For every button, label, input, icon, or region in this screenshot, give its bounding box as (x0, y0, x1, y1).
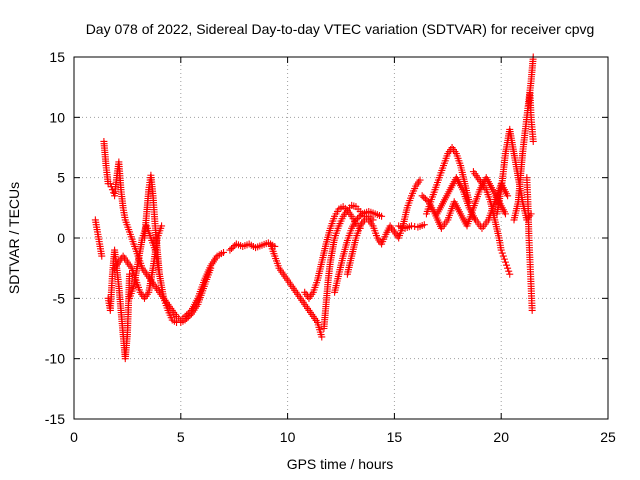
x-tick-label: 5 (177, 429, 185, 445)
series-arc-n (395, 221, 428, 232)
axis-ticks: 0 5 10 15 20 25 -15 -10 -5 0 5 10 15 (45, 49, 616, 445)
data-point (181, 316, 189, 324)
data-point (226, 246, 234, 254)
data-point (416, 176, 424, 184)
series-arc-l (343, 212, 377, 278)
y-tick-label: 15 (49, 49, 65, 65)
series-arc-g (226, 239, 279, 254)
data-point (378, 212, 386, 220)
chart-title: Day 078 of 2022, Sidereal Day-to-day VTE… (86, 21, 595, 37)
x-tick-label: 10 (280, 429, 296, 445)
y-tick-label: -5 (53, 290, 66, 306)
data-point (126, 270, 134, 278)
series-arc-m (365, 176, 424, 248)
y-tick-label: 5 (57, 170, 65, 186)
x-tick-label: 25 (600, 429, 616, 445)
data-point (110, 189, 118, 197)
y-axis-label: SDTVAR / TECUs (6, 182, 22, 294)
data-point (155, 270, 163, 278)
y-tick-label: -10 (45, 351, 65, 367)
data-point (528, 306, 536, 314)
series-arc-f (140, 171, 163, 278)
data-point (504, 264, 512, 272)
data-point (184, 313, 192, 321)
data-point (505, 267, 513, 275)
data-point (229, 243, 237, 251)
data-point (357, 211, 365, 219)
data-point (158, 222, 166, 230)
data-point (98, 252, 106, 260)
y-tick-label: -15 (45, 411, 65, 427)
data-point (106, 180, 114, 188)
series-arc-a (91, 216, 106, 260)
data-point (420, 221, 428, 229)
data-point (220, 248, 228, 256)
series-arc-v (523, 174, 536, 314)
x-tick-label: 15 (387, 429, 403, 445)
data-point (499, 252, 507, 260)
data-point (352, 216, 360, 224)
data-point (503, 261, 511, 269)
data-point (231, 242, 239, 250)
data-point (420, 193, 428, 201)
data-point (421, 195, 429, 203)
data-point (529, 137, 537, 145)
data-point (498, 249, 506, 257)
data-point (501, 258, 509, 266)
data-point (228, 245, 236, 253)
data-point (407, 222, 415, 230)
x-tick-label: 20 (493, 429, 509, 445)
data-point (501, 210, 509, 218)
data-markers (91, 53, 537, 363)
data-point (183, 315, 191, 323)
data-point (506, 270, 514, 278)
series-arc-h (267, 240, 326, 341)
data-point (418, 192, 426, 200)
x-axis-label: GPS time / hours (287, 456, 394, 472)
series-arc-e (126, 222, 215, 326)
data-point (354, 214, 362, 222)
series-arc-u (525, 89, 537, 145)
y-tick-label: 10 (49, 109, 65, 125)
data-point (423, 196, 431, 204)
data-point (355, 213, 363, 221)
data-point (497, 246, 505, 254)
x-tick-label: 0 (70, 429, 78, 445)
data-point (318, 333, 326, 341)
data-point (504, 192, 512, 200)
series-arc-r (469, 168, 514, 278)
data-point (186, 312, 194, 320)
series-arc-k (331, 207, 386, 296)
data-point (207, 264, 215, 272)
y-tick-label: 0 (57, 230, 65, 246)
series-arc-i (320, 201, 368, 332)
data-point (500, 255, 508, 263)
